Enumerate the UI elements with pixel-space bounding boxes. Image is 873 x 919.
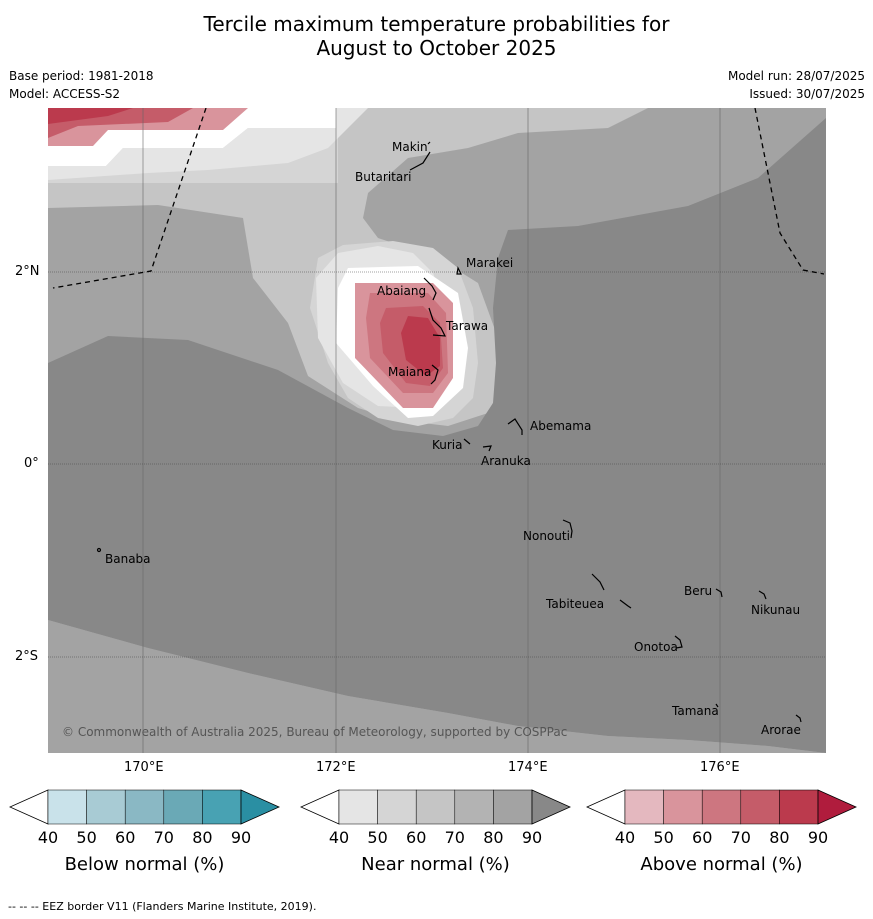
colorbar-above-tick: 70 — [730, 828, 751, 847]
colorbar-below-tick: 70 — [153, 828, 174, 847]
lon-label-170e: 170°E — [124, 760, 164, 775]
colorbar-below-segment — [202, 789, 242, 825]
colorbar-above-tick: 90 — [807, 828, 829, 847]
colorbars — [9, 789, 857, 825]
colorbar-below-segment — [124, 789, 165, 825]
label-maiana: Maiana — [388, 365, 431, 379]
colorbar-near-upper-extend — [531, 789, 571, 825]
colorbar-above-tick: 40 — [614, 828, 636, 847]
colorbar-near-segment — [454, 789, 494, 825]
above-normal-top-80 — [48, 108, 133, 124]
model-run: Model run: 28/07/2025 — [727, 69, 865, 83]
colorbar-near-segment — [377, 789, 417, 825]
colorbar-below-upper-extend — [240, 789, 280, 825]
colorbar-near-tick: 60 — [406, 828, 427, 847]
contour-top-lighter — [48, 108, 368, 180]
colorbar-near-segment — [338, 789, 378, 825]
lat-label-2n: 2°N — [15, 264, 40, 279]
lon-label-172e: 172°E — [316, 760, 356, 775]
colorbar-near-tick: 80 — [483, 828, 504, 847]
lat-label-0: 0° — [24, 456, 39, 471]
colorbar-near-tick: 40 — [328, 828, 350, 847]
label-tamana: Tamana — [671, 704, 719, 718]
label-makin: Makin — [392, 140, 428, 154]
colorbar-near-segment — [415, 789, 456, 825]
title-line-1: Tercile maximum temperature probabilitie… — [203, 12, 670, 36]
colorbar-below-segment — [47, 789, 87, 825]
colorbar-near-title: Near normal (%) — [361, 854, 510, 875]
label-marakei: Marakei — [466, 256, 513, 270]
contour-band-near-70-south — [48, 620, 826, 753]
colorbar-below-tick: 60 — [115, 828, 136, 847]
colorbar-below-lower-extend — [9, 789, 49, 825]
issued-date: Issued: 30/07/2025 — [749, 87, 865, 101]
gridlines — [142, 108, 721, 753]
map: Makin Butaritari Marakei Abaiang Tarawa … — [48, 108, 826, 753]
lon-label-174e: 174°E — [508, 760, 548, 775]
eez-border — [52, 108, 825, 289]
base-period: Base period: 1981-2018 — [9, 69, 154, 83]
copyright-text: © Commonwealth of Australia 2025, Bureau… — [62, 725, 567, 739]
label-banaba: Banaba — [105, 552, 151, 566]
above-normal-80 — [401, 316, 440, 376]
island-outlines — [96, 141, 802, 723]
colorbar-above-segment — [740, 789, 780, 825]
colorbar-above-lower-extend — [586, 789, 626, 825]
colorbar-near-tick: 90 — [521, 828, 543, 847]
label-arorae: Arorae — [761, 723, 801, 737]
colorbar-below-segment — [86, 789, 126, 825]
title-line-2: August to October 2025 — [316, 36, 557, 60]
colorbar-above-title: Above normal (%) — [640, 854, 803, 875]
colorbar-near-tick: 50 — [367, 828, 388, 847]
label-nikunau: Nikunau — [751, 603, 800, 617]
colorbar-below-tick: 40 — [37, 828, 59, 847]
lat-gridlines — [48, 271, 826, 658]
colorbar-above-segment — [624, 789, 664, 825]
colorbar-below-tick: 80 — [192, 828, 213, 847]
island-labels: Makin Butaritari Marakei Abaiang Tarawa … — [105, 140, 801, 737]
colorbar-below-segment — [163, 789, 203, 825]
colorbar-below-tick: 90 — [230, 828, 252, 847]
colorbar-above-tick: 60 — [692, 828, 713, 847]
colorbar-near-lower-extend — [300, 789, 340, 825]
label-abaiang: Abaiang — [377, 284, 426, 298]
label-kuria: Kuria — [432, 438, 463, 452]
footnote: -- -- -- EEZ border V11 (Flanders Marine… — [8, 900, 317, 913]
label-butaritari: Butaritari — [355, 170, 412, 184]
colorbar-above-segment — [663, 789, 703, 825]
lon-label-176e: 176°E — [700, 760, 740, 775]
label-aranuka: Aranuka — [481, 454, 531, 468]
label-nonouti: Nonouti — [523, 529, 570, 543]
model-name: Model: ACCESS-S2 — [9, 87, 121, 101]
colorbar-above-segment — [779, 789, 819, 825]
colorbar-near-tick: 70 — [444, 828, 465, 847]
lat-label-2s: 2°S — [15, 649, 39, 664]
label-abemama: Abemama — [530, 419, 591, 433]
contour-band-near-90 — [48, 118, 826, 753]
colorbar-above-tick: 80 — [769, 828, 790, 847]
colorbar-below-tick: 50 — [76, 828, 97, 847]
label-onotoa: Onotoa — [634, 640, 678, 654]
colorbar-near-segment — [493, 789, 533, 825]
label-tarawa: Tarawa — [445, 319, 488, 333]
colorbar-above-segment — [701, 789, 742, 825]
label-beru: Beru — [684, 584, 712, 598]
colorbar-above-tick: 50 — [653, 828, 674, 847]
label-tabiteuea: Tabiteuea — [545, 597, 604, 611]
colorbar-below-title: Below normal (%) — [64, 854, 225, 875]
colorbar-above-upper-extend — [817, 789, 857, 825]
